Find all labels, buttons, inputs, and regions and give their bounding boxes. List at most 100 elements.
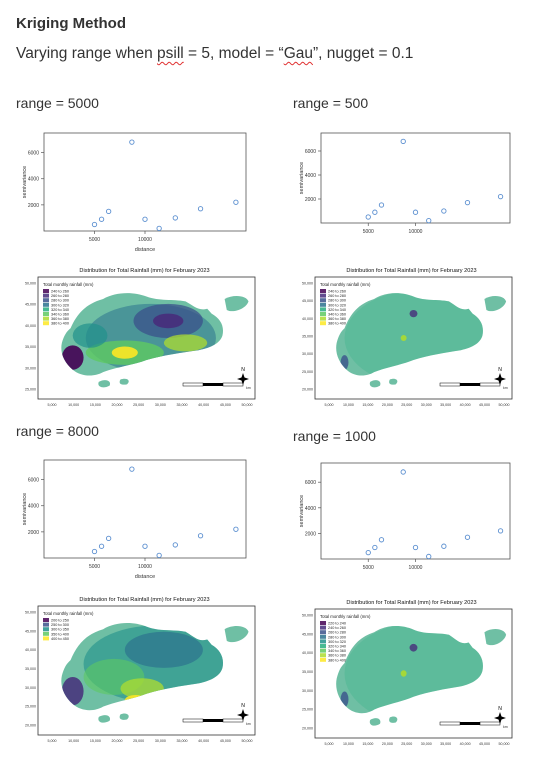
variogram-point [365,549,371,556]
legend-item-label: 360 to 380 [328,654,346,658]
variogram-point [233,199,239,205]
variogram-point [172,542,178,548]
north-arrow-icon [494,377,506,381]
map-title: Distribution for Total Rainfall (mm) for… [79,268,209,274]
map-y-tick-label: 45,000 [302,299,313,303]
x-axis-label: distance [135,574,156,580]
scale-bar-segment [439,721,461,726]
legend-item-label: 280 to 300 [328,299,346,303]
map-x-tick-label: 35,000 [177,403,188,407]
variogram-point [91,221,98,228]
map-x-tick-label: 25,000 [401,742,412,746]
legend-swatch [320,307,326,312]
legend-swatch [320,293,326,298]
map-title: Distribution for Total Rainfall (mm) for… [346,268,476,274]
legend-swatch [43,618,49,622]
legend-swatch [320,302,326,307]
y-tick-label: 2000 [305,197,316,203]
range-label-1000: range = 1000 [293,428,376,444]
map-x-tick-label: 20,000 [382,742,393,746]
rainfall-map-5000: Distribution for Total Rainfall (mm) for… [16,265,261,413]
range-label-500: range = 500 [293,95,369,111]
y-tick-label: 6000 [305,480,316,486]
legend-swatch [43,289,49,293]
scale-bar-segment [460,383,480,386]
y-tick-label: 4000 [28,177,39,183]
map-y-tick-label: 40,000 [302,317,313,321]
legend-swatch [320,621,326,625]
map-x-tick-label: 15,000 [362,403,373,407]
scale-bar-label: km [503,386,508,390]
surface-west-low [61,345,84,370]
legend-swatch [43,636,49,641]
map-x-tick-label: 45,000 [479,742,490,746]
section-subtitle: Varying range when psill = 5, model = “G… [16,45,413,63]
variogram-point [233,526,239,532]
variogram-point [372,209,378,215]
variogram-point [372,544,378,551]
legend-item-label: 320 to 340 [328,308,346,312]
legend-item-label: 340 to 360 [51,313,69,317]
map-x-tick-label: 20,000 [382,403,393,407]
map-y-tick-label: 30,000 [302,352,313,356]
map-x-tick-label: 15,000 [362,742,373,746]
map-x-tick-label: 45,000 [479,403,490,407]
legend-item-label: 340 to 360 [328,649,346,653]
surface-peak [111,346,138,359]
variogram-point [197,533,204,539]
map-x-tick-label: 45,000 [220,403,231,407]
southern-islet [369,718,381,726]
scale-bar-segment [182,718,204,723]
variogram-point [441,208,447,214]
variogram-point [400,138,406,145]
pulau-ubin-islet [224,295,249,312]
map-y-tick-label: 25,000 [302,370,313,374]
scale-bar-segment [222,718,244,723]
variogram-point [441,543,447,549]
legend-swatch [320,648,326,653]
subtitle-mid: = 5, model = “ [183,45,284,62]
scale-bar-segment [479,721,501,726]
map-x-tick-label: 50,000 [242,739,253,743]
surface-station-spot [409,643,418,652]
legend-item-label: 250 to 300 [51,623,69,627]
range-label-5000: range = 5000 [16,95,99,111]
map-y-tick-label: 50,000 [302,614,313,618]
legend-title: Total monthly rainfall (mm) [43,611,94,616]
map-x-tick-label: 40,000 [198,403,209,407]
surface-low-core [153,313,184,329]
main-island [336,293,483,376]
legend-item-label: 320 to 340 [328,645,346,649]
map-y-tick-label: 35,000 [25,345,36,349]
map-x-tick-label: 50,000 [499,403,510,407]
legend-item-label: 380 to 400 [51,322,69,326]
map-x-tick-label: 40,000 [460,742,471,746]
legend-swatch [320,298,326,303]
map-y-tick-label: 30,000 [302,689,313,693]
map-x-tick-label: 15,000 [90,739,101,743]
legend-swatch [320,630,326,635]
legend-swatch [43,307,49,312]
y-tick-label: 2000 [28,530,39,536]
variogram-point [426,553,432,560]
map-x-tick-label: 35,000 [177,739,188,743]
plot-frame [320,462,511,560]
variogram-plot-1000: 2000 4000 6000 5000 10000 semivariance [293,455,518,583]
legend-swatch [320,653,326,658]
map-x-tick-label: 10,000 [68,739,79,743]
legend-item-label: 240 to 260 [328,290,346,294]
scale-bar-segment [479,382,501,387]
variogram-point [156,225,162,232]
legend-item-label: 320 to 340 [51,308,69,312]
legend-item-label: 300 to 320 [328,303,346,307]
legend-swatch [43,298,49,303]
variogram-point [426,217,432,224]
north-arrow-icon [237,377,249,381]
legend-item-label: 400 to 450 [51,637,69,641]
legend-title: Total monthly rainfall (mm) [320,282,371,287]
variogram-point [464,534,471,540]
y-axis-label: semivariance [299,162,305,194]
variogram-point [497,193,504,200]
scale-bar-label: km [246,722,251,726]
y-tick-label: 4000 [305,506,316,512]
